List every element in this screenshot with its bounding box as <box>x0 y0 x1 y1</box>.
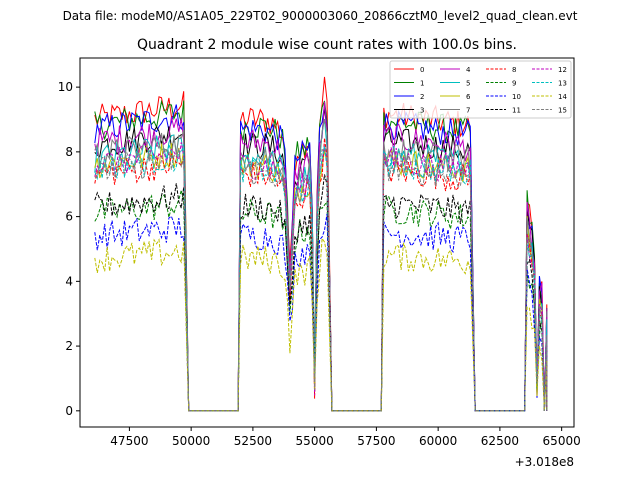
legend-label: 4 <box>466 66 471 74</box>
x-tick-label: 47500 <box>110 434 148 448</box>
x-axis: 47500 50000 52500 55000 57500 60000 62500 65000 <box>110 427 581 448</box>
series-line-7 <box>94 119 548 412</box>
y-tick-label: 4 <box>65 274 73 288</box>
chart-title: Quadrant 2 module wise count rates with … <box>137 37 517 53</box>
series-line-5 <box>94 118 548 412</box>
plot-area-frame <box>79 57 575 428</box>
legend-label: 6 <box>466 93 471 101</box>
legend-label: 1 <box>420 80 424 88</box>
series-line-9 <box>94 190 548 412</box>
legend-label: 12 <box>558 66 567 74</box>
series-line-15 <box>94 145 548 412</box>
series-line-10 <box>94 213 548 412</box>
y-tick-label: 8 <box>65 145 73 159</box>
y-axis: 0 2 4 6 8 10 <box>58 80 80 418</box>
legend-frame <box>389 60 572 119</box>
legend-label: 3 <box>420 107 424 115</box>
x-tick-label: 55000 <box>296 434 334 448</box>
x-tick-label: 62500 <box>481 434 519 448</box>
x-tick-label: 52500 <box>234 434 272 448</box>
series-line-13 <box>94 144 548 412</box>
series-line-12 <box>94 142 548 412</box>
legend-label: 0 <box>420 66 424 74</box>
legend-label: 9 <box>512 80 516 88</box>
series-line-2 <box>94 104 548 412</box>
legend-label: 15 <box>558 107 567 115</box>
x-tick-label: 50000 <box>172 434 210 448</box>
legend-label: 11 <box>512 107 521 115</box>
x-axis-offset-label: +3.018e8 <box>515 455 574 469</box>
legend-label: 10 <box>512 93 521 101</box>
series-line-14 <box>94 237 548 412</box>
legend-label: 8 <box>512 66 516 74</box>
series-line-1 <box>94 99 548 412</box>
series-line-11 <box>94 174 548 412</box>
legend-label: 7 <box>466 107 470 115</box>
y-tick-label: 0 <box>65 404 73 418</box>
legend-label: 2 <box>420 93 424 101</box>
y-tick-label: 6 <box>65 210 73 224</box>
legend-label: 13 <box>558 80 567 88</box>
y-tick-label: 10 <box>58 80 73 94</box>
series-line-0 <box>94 76 548 412</box>
chart-suptitle: Data file: modeM0/AS1A05_229T02_90000030… <box>63 9 578 23</box>
series-line-6 <box>94 143 548 412</box>
x-tick-label: 57500 <box>357 434 395 448</box>
x-tick-label: 60000 <box>419 434 457 448</box>
legend-label: 14 <box>558 93 567 101</box>
series-layer <box>94 76 548 412</box>
y-tick-label: 2 <box>65 339 73 353</box>
legend-label: 5 <box>466 80 470 88</box>
x-tick-label: 65000 <box>543 434 581 448</box>
